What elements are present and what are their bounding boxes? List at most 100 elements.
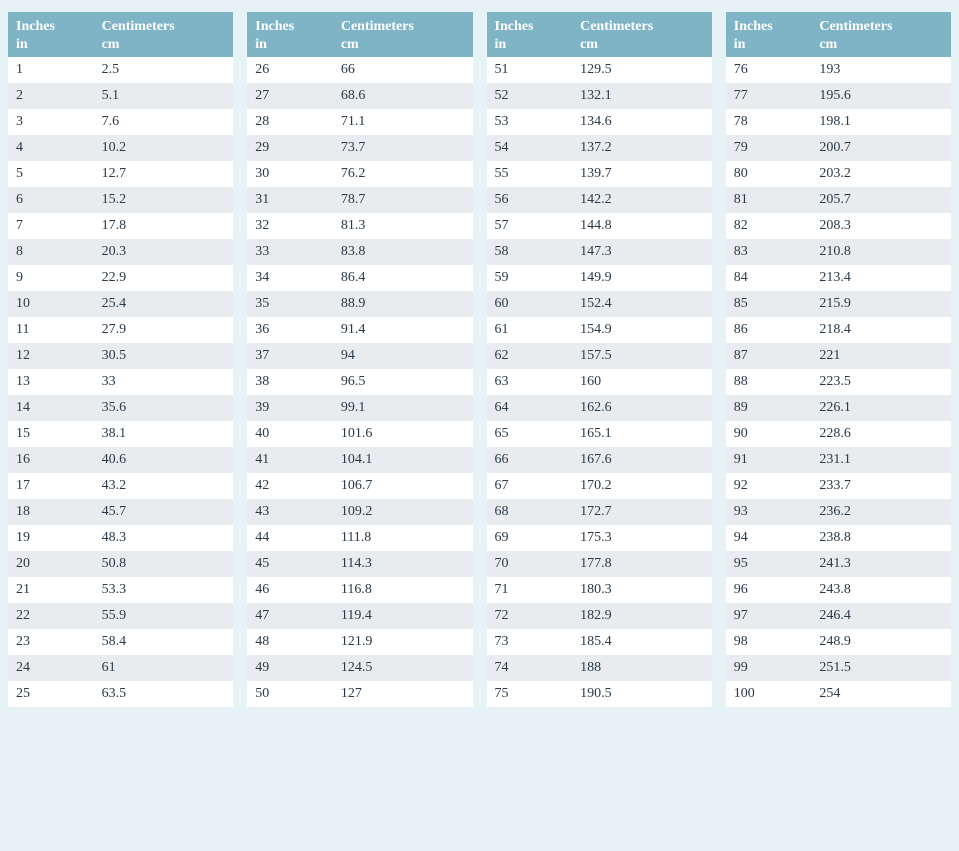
cell-inches: 51 bbox=[487, 57, 573, 83]
table-row: 57144.8 bbox=[487, 213, 712, 239]
cell-inches: 72 bbox=[487, 603, 573, 629]
cell-inches: 6 bbox=[8, 187, 94, 213]
cell-centimeters: 48.3 bbox=[94, 525, 234, 551]
cell-centimeters: 119.4 bbox=[333, 603, 473, 629]
table-row: 1127.9 bbox=[8, 317, 233, 343]
cell-inches: 36 bbox=[247, 317, 333, 343]
cell-inches: 7 bbox=[8, 213, 94, 239]
table-row: 3588.9 bbox=[247, 291, 472, 317]
cell-centimeters: 86.4 bbox=[333, 265, 473, 291]
cell-inches: 46 bbox=[247, 577, 333, 603]
table-row: 1230.5 bbox=[8, 343, 233, 369]
cell-centimeters: 185.4 bbox=[572, 629, 712, 655]
cell-inches: 44 bbox=[247, 525, 333, 551]
table-row: 100254 bbox=[726, 681, 951, 707]
header-inches-label: Inches bbox=[734, 19, 773, 34]
cell-inches: 9 bbox=[8, 265, 94, 291]
cell-centimeters: 182.9 bbox=[572, 603, 712, 629]
table-row: 2153.3 bbox=[8, 577, 233, 603]
table-row: 81205.7 bbox=[726, 187, 951, 213]
table-row: 1948.3 bbox=[8, 525, 233, 551]
cell-inches: 42 bbox=[247, 473, 333, 499]
header-inches: Inchesin bbox=[8, 12, 94, 57]
header-centimeters-unit: cm bbox=[819, 36, 943, 54]
table-row: 52132.1 bbox=[487, 83, 712, 109]
cell-inches: 10 bbox=[8, 291, 94, 317]
table-row: 55139.7 bbox=[487, 161, 712, 187]
cell-centimeters: 116.8 bbox=[333, 577, 473, 603]
cell-inches: 87 bbox=[726, 343, 812, 369]
cell-centimeters: 81.3 bbox=[333, 213, 473, 239]
cell-inches: 78 bbox=[726, 109, 812, 135]
cell-inches: 38 bbox=[247, 369, 333, 395]
table-row: 79200.7 bbox=[726, 135, 951, 161]
table-row: 68172.7 bbox=[487, 499, 712, 525]
table-row: 78198.1 bbox=[726, 109, 951, 135]
cell-inches: 55 bbox=[487, 161, 573, 187]
cell-centimeters: 121.9 bbox=[333, 629, 473, 655]
cell-inches: 63 bbox=[487, 369, 573, 395]
table-row: 40101.6 bbox=[247, 421, 472, 447]
table-row: 3486.4 bbox=[247, 265, 472, 291]
cell-inches: 48 bbox=[247, 629, 333, 655]
cell-inches: 73 bbox=[487, 629, 573, 655]
cell-centimeters: 144.8 bbox=[572, 213, 712, 239]
cell-centimeters: 180.3 bbox=[572, 577, 712, 603]
cell-inches: 56 bbox=[487, 187, 573, 213]
table-row: 43109.2 bbox=[247, 499, 472, 525]
table-row: 54137.2 bbox=[487, 135, 712, 161]
cell-centimeters: 243.8 bbox=[811, 577, 951, 603]
header-centimeters: Centimeterscm bbox=[333, 12, 473, 57]
cell-centimeters: 27.9 bbox=[94, 317, 234, 343]
cell-centimeters: 40.6 bbox=[94, 447, 234, 473]
cell-centimeters: 109.2 bbox=[333, 499, 473, 525]
cell-inches: 91 bbox=[726, 447, 812, 473]
cell-centimeters: 160 bbox=[572, 369, 712, 395]
cell-inches: 70 bbox=[487, 551, 573, 577]
cell-centimeters: 132.1 bbox=[572, 83, 712, 109]
cell-centimeters: 78.7 bbox=[333, 187, 473, 213]
table-row: 25.1 bbox=[8, 83, 233, 109]
cell-centimeters: 226.1 bbox=[811, 395, 951, 421]
cell-inches: 24 bbox=[8, 655, 94, 681]
table-row: 45114.3 bbox=[247, 551, 472, 577]
cell-inches: 17 bbox=[8, 473, 94, 499]
cell-centimeters: 218.4 bbox=[811, 317, 951, 343]
table-row: 93236.2 bbox=[726, 499, 951, 525]
cell-centimeters: 33 bbox=[94, 369, 234, 395]
cell-centimeters: 198.1 bbox=[811, 109, 951, 135]
table-row: 97246.4 bbox=[726, 603, 951, 629]
table-row: 64162.6 bbox=[487, 395, 712, 421]
table-row: 76193 bbox=[726, 57, 951, 83]
header-inches-label: Inches bbox=[255, 19, 294, 34]
cell-inches: 98 bbox=[726, 629, 812, 655]
cell-centimeters: 147.3 bbox=[572, 239, 712, 265]
cell-centimeters: 195.6 bbox=[811, 83, 951, 109]
cell-centimeters: 5.1 bbox=[94, 83, 234, 109]
cell-inches: 53 bbox=[487, 109, 573, 135]
cell-inches: 11 bbox=[8, 317, 94, 343]
cell-inches: 82 bbox=[726, 213, 812, 239]
cell-centimeters: 165.1 bbox=[572, 421, 712, 447]
table-row: 512.7 bbox=[8, 161, 233, 187]
table-row: 88223.5 bbox=[726, 369, 951, 395]
table-row: 47119.4 bbox=[247, 603, 472, 629]
cell-inches: 4 bbox=[8, 135, 94, 161]
cell-centimeters: 149.9 bbox=[572, 265, 712, 291]
cell-centimeters: 154.9 bbox=[572, 317, 712, 343]
cell-inches: 26 bbox=[247, 57, 333, 83]
cell-inches: 79 bbox=[726, 135, 812, 161]
cell-centimeters: 94 bbox=[333, 343, 473, 369]
cell-inches: 20 bbox=[8, 551, 94, 577]
table-row: 2461 bbox=[8, 655, 233, 681]
cell-inches: 3 bbox=[8, 109, 94, 135]
table-row: 67170.2 bbox=[487, 473, 712, 499]
cell-centimeters: 15.2 bbox=[94, 187, 234, 213]
header-inches-unit: in bbox=[255, 36, 325, 54]
table-row: 717.8 bbox=[8, 213, 233, 239]
cell-centimeters: 35.6 bbox=[94, 395, 234, 421]
table-row: 82208.3 bbox=[726, 213, 951, 239]
header-centimeters-unit: cm bbox=[102, 36, 226, 54]
cell-inches: 16 bbox=[8, 447, 94, 473]
cell-inches: 19 bbox=[8, 525, 94, 551]
